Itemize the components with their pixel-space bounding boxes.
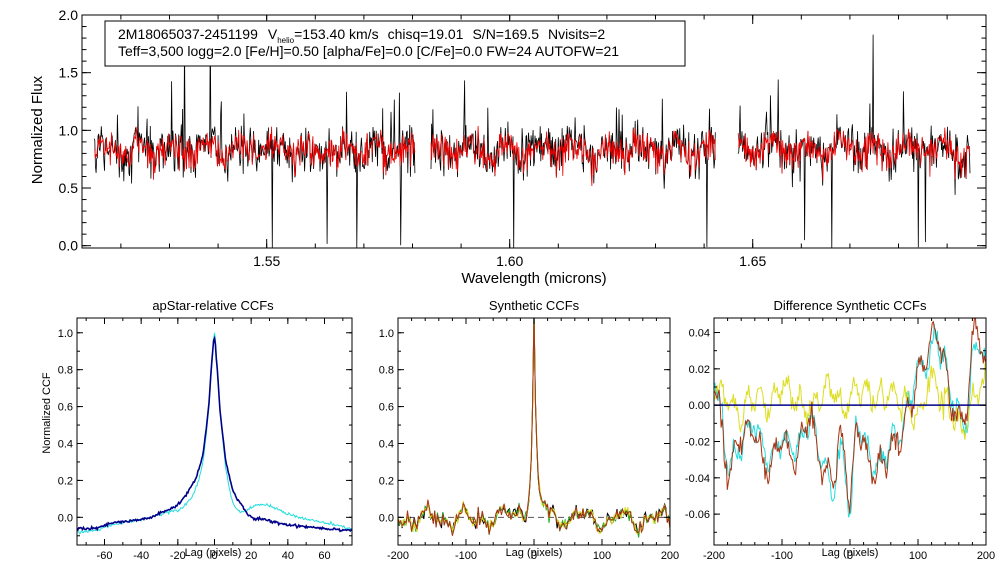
x-tick-label: -60 (97, 550, 113, 562)
y-tick-label: 0.2 (379, 475, 394, 487)
info-line-2: Teff=3,500 logg=2.0 [Fe/H]=0.50 [alpha/F… (118, 43, 619, 59)
y-tick-label: -0.02 (685, 436, 710, 448)
difference-ccf-line-visit-2---combined (714, 359, 986, 440)
difference-ccf-panel: -200 -100 0 100 200 -0.06 -0.04 -0.02 0.00 0.02 0.… (685, 298, 995, 562)
synthetic-ccf-line-visit-3 (398, 318, 670, 536)
x-tick-label: -200 (387, 550, 409, 562)
spectrum-observed-line (430, 80, 716, 248)
info-nvisits: Nvisits=2 (548, 26, 605, 42)
x-tick-label: 0 (211, 550, 217, 562)
x-tick-label: -100 (455, 550, 477, 562)
y-tick-label: 1.5 (59, 65, 79, 81)
spectrum-model-line (430, 125, 716, 187)
synthetic-ccf-title: Synthetic CCFs (489, 298, 580, 313)
info-box-frame (104, 20, 686, 67)
apstar-ccf-ylabel: Normalized CCF (41, 372, 53, 454)
x-tick-label: 40 (282, 550, 294, 562)
apstar-ccf-data (77, 332, 352, 536)
difference-ccf-title: Difference Synthetic CCFs (774, 298, 927, 313)
info-snr: S/N=169.5 (472, 26, 539, 42)
difference-ccf-xlabel: Lag (pixels) (822, 547, 879, 559)
info-chisq: chisq=19.01 (388, 26, 464, 42)
y-tick-label: 0.8 (379, 365, 394, 377)
y-tick-label: 0.4 (58, 438, 73, 450)
y-tick-label: 0.6 (379, 402, 394, 414)
apstar-ccf-ticks: -60 -40 -20 0 20 40 60 0.0 0.2 0.4 0.6 0.8 1.0 (58, 318, 352, 562)
y-tick-label: -0.04 (685, 473, 710, 485)
spectrum-model-line (94, 126, 416, 180)
y-tick-label: 1.0 (58, 328, 73, 340)
y-tick-label: 0.02 (689, 364, 710, 376)
x-tick-label: 200 (977, 550, 995, 562)
x-tick-label: 200 (661, 550, 679, 562)
x-tick-label: 100 (593, 550, 611, 562)
x-tick-label: 1.65 (739, 253, 766, 269)
x-tick-label: -100 (771, 550, 793, 562)
spectrum-frame (81, 14, 987, 249)
synthetic-ccf-panel: -200 -100 0 100 200 0.0 0.2 0.4 0.6 0.8 1.0 Synthe… (379, 298, 679, 562)
y-tick-label: 0.0 (58, 512, 73, 524)
info-star-id: 2M18065037-2451199 (118, 26, 258, 42)
x-tick-label: 0 (531, 550, 537, 562)
ccf-line-visit-2 (77, 335, 352, 533)
y-tick-label: 1.0 (379, 328, 394, 340)
apstar-ccf-title: apStar-relative CCFs (152, 298, 274, 313)
info-vhelio-value: =153.40 km/s (294, 26, 378, 42)
y-tick-label: 1.0 (59, 122, 79, 138)
apstar-ccf-xlabel: Lag (pixels) (185, 547, 242, 559)
y-tick-label: 2.0 (59, 7, 79, 23)
difference-ccf-line-visit-3---combined (714, 318, 986, 514)
x-tick-label: 100 (909, 550, 927, 562)
synthetic-ccf-ticks: -200 -100 0 100 200 0.0 0.2 0.4 0.6 0.8 1.0 (379, 318, 679, 562)
y-tick-label: 0.6 (58, 402, 73, 414)
spectrum-xlabel: Wavelength (microns) (461, 270, 606, 287)
synthetic-ccf-xlabel: Lag (pixels) (506, 547, 563, 559)
spectrum-ylabel: Normalized Flux (29, 75, 46, 184)
spectrum-info-box: 2M18065037-2451199 Vhelio=153.40 km/s chis… (104, 20, 686, 67)
synthetic-ccf-line-visit-2 (398, 318, 670, 535)
x-tick-label: -200 (703, 550, 725, 562)
x-tick-label: 1.60 (496, 253, 523, 269)
difference-ccf-data (714, 318, 986, 518)
x-tick-label: -40 (133, 550, 149, 562)
y-tick-label: -0.06 (685, 509, 710, 521)
synthetic-ccf-data (398, 318, 670, 538)
x-tick-label: -20 (170, 550, 186, 562)
difference-ccf-ticks: -200 -100 0 100 200 -0.06 -0.04 -0.02 0.00 0.02 0.… (685, 318, 995, 562)
y-tick-label: 0.8 (58, 365, 73, 377)
info-vhelio-sub: helio (277, 36, 294, 45)
y-tick-label: 0.5 (59, 180, 79, 196)
apstar-ccf-frame (76, 317, 353, 546)
info-line-1: 2M18065037-2451199 Vhelio=153.40 km/s chis… (118, 26, 605, 45)
spectrum-model-line (737, 127, 971, 181)
spectrum-panel: 1.55 1.60 1.65 0.0 0.5 1.0 1.5 2.0 Wavelength (… (29, 7, 987, 287)
apstar-ccf-panel: -60 -40 -20 0 20 40 60 0.0 0.2 0.4 0.6 0.8 1.0 apSta… (41, 298, 353, 562)
y-tick-label: 0.0 (379, 512, 394, 524)
y-tick-label: 0.2 (58, 475, 73, 487)
y-tick-label: 0.04 (689, 328, 710, 340)
y-tick-label: 0.00 (689, 400, 710, 412)
info-vhelio-prefix: V (268, 26, 278, 42)
x-tick-label: 60 (318, 550, 330, 562)
difference-ccf-line-visit-1---combined (714, 323, 986, 518)
ccf-line-visit-1 (77, 332, 352, 536)
y-tick-label: 0.4 (379, 438, 394, 450)
spectrum-ticks: 1.55 1.60 1.65 0.0 0.5 1.0 1.5 2.0 (59, 7, 986, 269)
x-tick-label: 0 (847, 550, 853, 562)
x-tick-label: 20 (245, 550, 257, 562)
spectrum-data (93, 23, 971, 248)
y-tick-label: 0.0 (59, 238, 79, 254)
x-tick-label: 1.55 (253, 253, 280, 269)
